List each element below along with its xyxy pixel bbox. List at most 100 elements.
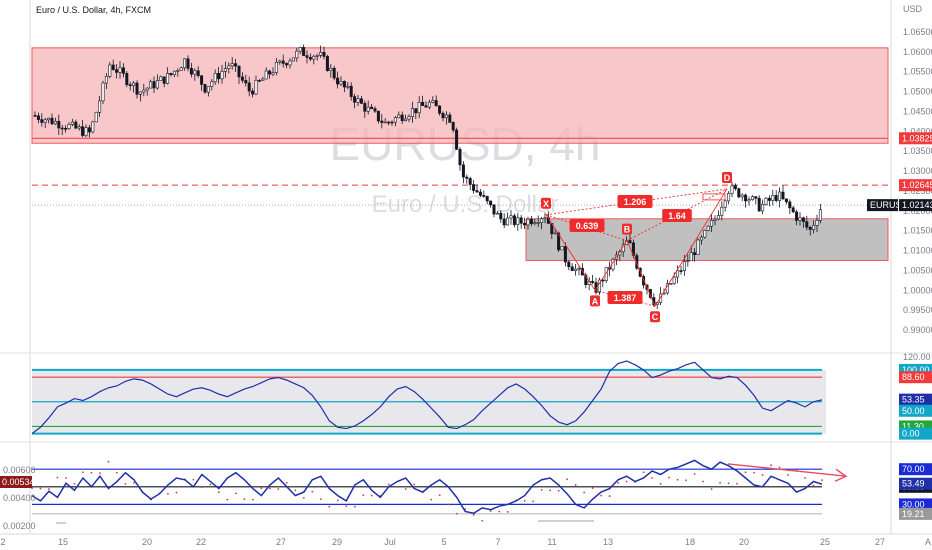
candle-up <box>407 116 411 120</box>
osc2-trendline <box>727 463 847 477</box>
candle-up <box>730 185 734 194</box>
candle-up <box>159 76 163 81</box>
osc2-signal-dot <box>319 498 322 501</box>
candle-up <box>706 225 710 231</box>
candle-up <box>176 70 180 72</box>
osc2-signal-dot <box>532 500 535 503</box>
candle-down <box>57 120 61 129</box>
candle-down <box>801 217 805 222</box>
candle-down <box>795 211 799 221</box>
candle-up <box>747 199 751 202</box>
candle-down <box>128 84 132 86</box>
osc1-level-tag-88.60: 88.60 <box>902 372 925 382</box>
candle-up <box>356 98 360 103</box>
osc2-level-tag-19.21-box <box>899 507 932 520</box>
osc2-signal-dot <box>353 505 356 508</box>
candle-down <box>125 73 129 85</box>
candle-down <box>353 96 357 103</box>
candle-up <box>67 124 71 129</box>
candle-up <box>553 232 557 235</box>
price-tick: 1.06500 <box>903 27 932 37</box>
candle-down <box>325 56 329 71</box>
osc2-signal-dot <box>107 460 110 463</box>
osc2-signal-dot <box>396 485 399 488</box>
time-tick: 27 <box>276 537 286 547</box>
price-tag-1.02143-box <box>899 199 932 212</box>
price-tick: 1.03000 <box>903 166 932 176</box>
osc2-signal-dot <box>311 490 314 493</box>
time-tick: 5 <box>441 537 446 547</box>
osc2-signal-dot <box>770 464 772 467</box>
candle-down <box>499 212 503 220</box>
candle-down <box>492 204 496 215</box>
currency-label: USD <box>903 4 923 14</box>
osc2-signal-dot <box>192 478 195 481</box>
candle-up <box>798 217 802 221</box>
osc2-trendline-arrowhead <box>834 468 848 482</box>
candle-down <box>737 188 741 198</box>
price-tag-1.03825: 1.03825 <box>902 133 932 143</box>
candle-down <box>217 73 221 80</box>
candle-down <box>693 252 697 255</box>
candle-up <box>750 196 754 200</box>
candle-down <box>257 80 261 82</box>
osc2-signal-dot <box>702 480 704 483</box>
candle-down <box>628 240 632 244</box>
osc2-signal-dot <box>642 471 645 474</box>
candle-up <box>101 82 105 102</box>
candle-down <box>472 184 476 191</box>
candle-up <box>70 121 74 125</box>
osc2-signal-dot <box>583 491 586 494</box>
osc2-signal-dot <box>498 510 501 513</box>
candle-up <box>710 220 714 227</box>
osc2-signal-dot <box>489 510 492 512</box>
osc2-signal-dot <box>370 494 373 497</box>
osc1-level-tag-100.00: 100.00 <box>902 365 930 375</box>
candle-up <box>98 100 102 113</box>
candle-down <box>115 69 119 73</box>
candle-up <box>104 76 108 84</box>
candle-up <box>319 52 323 56</box>
candle-down <box>200 75 204 85</box>
chart-title: Euro / U.S. Dollar, 4h, FXCM <box>36 5 151 15</box>
candle-down <box>580 268 584 276</box>
candle-down <box>64 128 68 130</box>
time-tick: 27 <box>875 537 885 547</box>
candle-up <box>166 72 170 84</box>
candle-down <box>502 218 506 226</box>
candle-up <box>815 220 819 226</box>
osc2-line <box>31 459 823 514</box>
candle-up <box>261 78 265 81</box>
candle-up <box>295 50 299 59</box>
time-tick: 2 <box>0 537 5 547</box>
candle-down <box>342 81 346 88</box>
candle-down <box>458 148 462 166</box>
osc2-signal-dot <box>82 471 84 474</box>
candle-down <box>203 84 207 93</box>
osc1-line <box>31 360 823 435</box>
osc2-signal-dot <box>268 487 271 490</box>
symbol-tag: EURUSD <box>870 200 909 210</box>
candle-down <box>81 126 85 136</box>
osc2-current-tag: 53.49 <box>902 479 925 489</box>
candle-down <box>744 194 748 202</box>
candle-up <box>540 218 544 223</box>
candle-down <box>363 103 367 112</box>
osc2-signal-dot <box>540 488 543 491</box>
candle-down <box>679 270 683 272</box>
candle-down <box>567 261 571 268</box>
osc2-signal-dot <box>345 505 348 508</box>
pattern-point-b-box <box>622 223 632 235</box>
osc1-level-tag-11.30: 11.30 <box>902 421 924 431</box>
candle-down <box>570 266 574 271</box>
osc2-signal-dot <box>387 483 390 486</box>
candle-down <box>390 121 394 124</box>
ratio-label-box <box>617 195 653 208</box>
name-watermark: Euro / U.S. Dollar <box>372 191 559 218</box>
candle-down <box>186 58 190 69</box>
candle-up <box>230 63 234 67</box>
candle-down <box>162 76 166 84</box>
xabcd-pattern: X A B C D 0.639 1.206 1.387 1.64 <box>541 171 732 323</box>
candle-down <box>781 191 785 200</box>
